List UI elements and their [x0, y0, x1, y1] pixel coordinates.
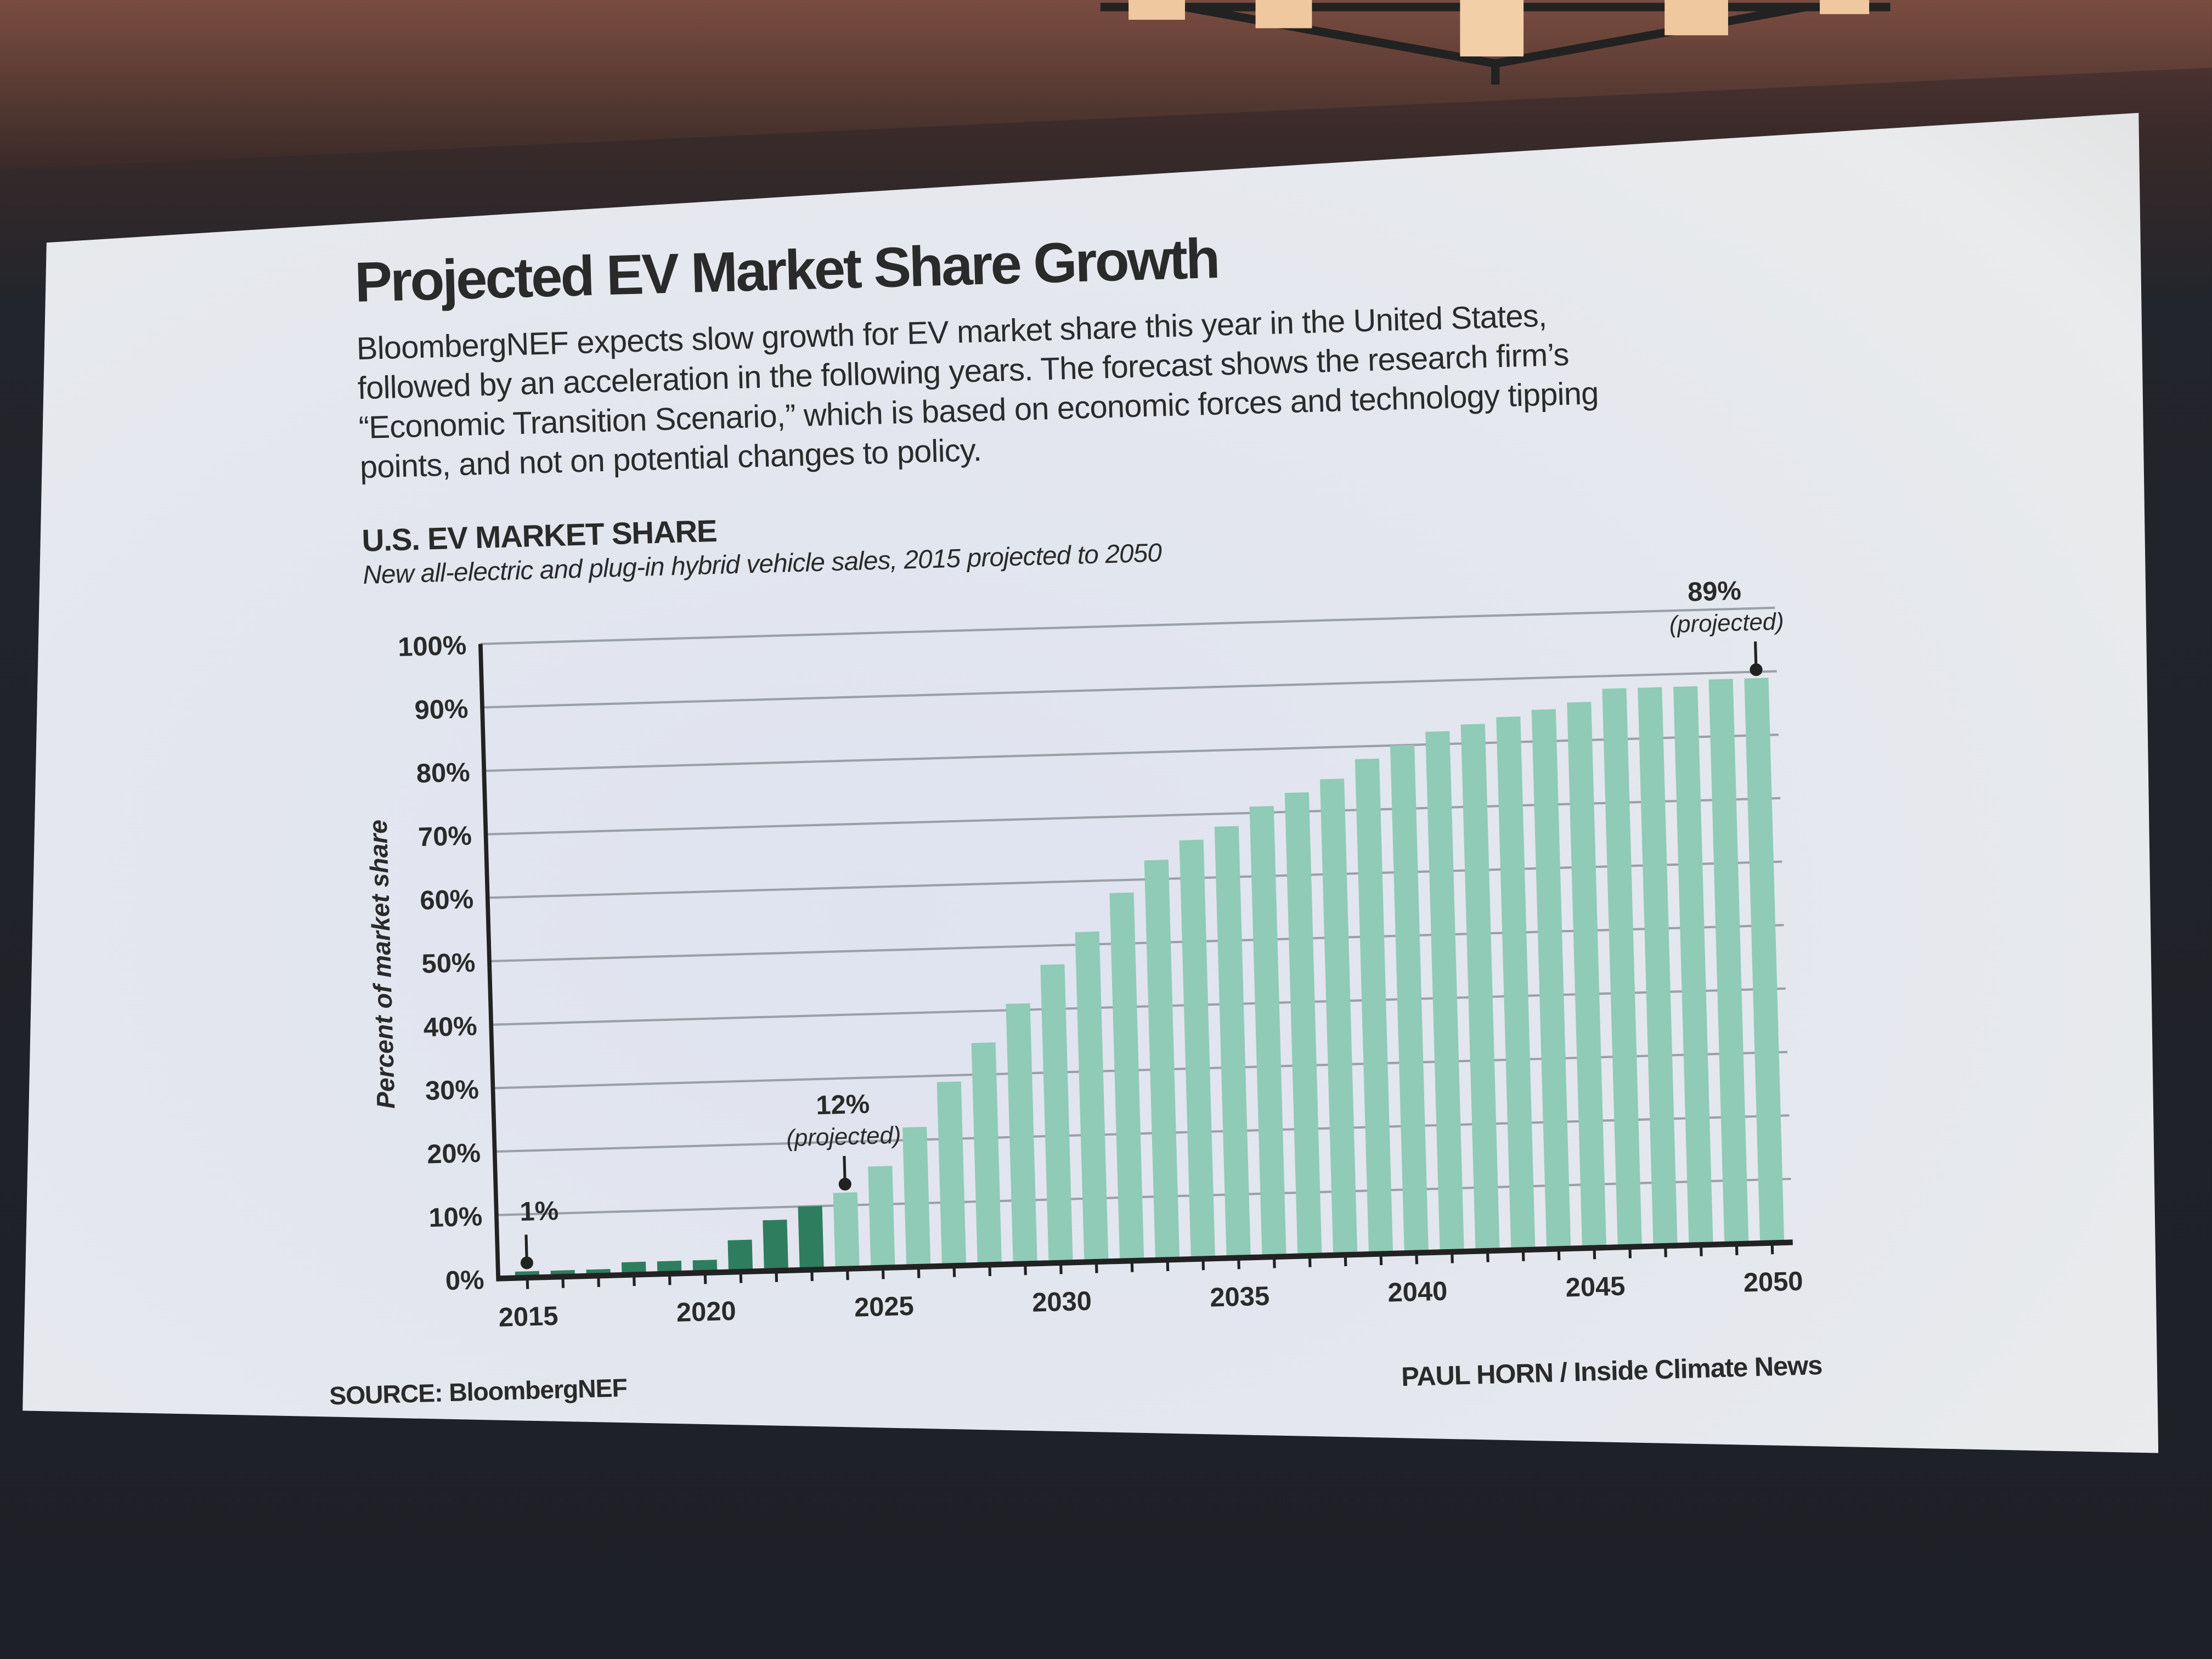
bar-2045: [1567, 702, 1607, 1249]
bar-2048: [1673, 686, 1713, 1245]
bar-2024: [833, 1192, 860, 1269]
bar-2026: [902, 1126, 931, 1267]
x-tick-label: 2050: [1743, 1266, 1803, 1297]
slide: Projected EV Market Share Growth Bloombe…: [296, 168, 1896, 1453]
x-tick-label: 2030: [1032, 1286, 1092, 1318]
bar-2023: [798, 1206, 824, 1271]
gridline: [493, 1051, 1788, 1090]
annotation-dot: [520, 1256, 533, 1269]
gridline: [491, 987, 1786, 1026]
bar-2034: [1179, 839, 1215, 1260]
bar-2043: [1496, 716, 1536, 1250]
gridline: [482, 670, 1777, 709]
y-tick-label: 10%: [428, 1202, 483, 1233]
bar-2038: [1319, 778, 1358, 1255]
y-tick-label: 40%: [423, 1012, 477, 1043]
bar-2040: [1390, 744, 1429, 1254]
x-axis: [498, 1239, 1793, 1282]
annotation-label: 1%: [520, 1196, 559, 1227]
bar-2036: [1249, 806, 1286, 1257]
bar-2018: [621, 1261, 646, 1276]
credit-note: PAUL HORN / Inside Climate News: [1401, 1351, 1823, 1393]
bar-2025: [868, 1166, 895, 1268]
y-tick-label: 30%: [425, 1075, 479, 1106]
annotation-label: 89%: [1687, 576, 1741, 607]
x-tick-label: 2015: [498, 1301, 558, 1333]
bar-2047: [1638, 687, 1678, 1246]
bar-2037: [1284, 792, 1322, 1256]
y-tick-label: 20%: [427, 1138, 481, 1170]
y-axis: [478, 644, 501, 1282]
y-tick-label: 60%: [420, 884, 474, 916]
bar-2039: [1355, 758, 1393, 1255]
x-tick-label: 2035: [1210, 1282, 1270, 1313]
y-axis-label: Percent of market share: [364, 819, 400, 1109]
chandelier: [1100, 0, 1891, 85]
bar-2030: [1040, 964, 1073, 1263]
bar-2032: [1109, 892, 1144, 1261]
bar-2021: [727, 1239, 753, 1272]
bar-2050: [1744, 678, 1785, 1244]
bar-2035: [1214, 826, 1251, 1259]
bar-chart: 0% 10% 20% 30% 40% 50% 60% 70% 80% 90% 100% Percent…: [364, 576, 1804, 1333]
bar-2033: [1144, 860, 1180, 1260]
x-tick-label: 2040: [1387, 1277, 1448, 1308]
bar-2020: [692, 1260, 718, 1273]
annotation-sublabel: (projected): [786, 1122, 901, 1152]
y-tick-label: 90%: [414, 694, 469, 725]
y-tick-label: 100%: [398, 631, 467, 662]
annotation-sublabel: (projected): [1669, 608, 1784, 638]
slide-title: Projected EV Market Share Growth: [353, 228, 1219, 315]
bar-2044: [1531, 709, 1571, 1250]
annotation-dot: [838, 1177, 851, 1191]
bar-2022: [763, 1220, 788, 1271]
annotation-dot: [1750, 663, 1763, 676]
x-tick-label: 2045: [1565, 1272, 1626, 1303]
gridline: [486, 797, 1781, 836]
slide-description: BloombergNEF expects slow growth for EV …: [356, 298, 1599, 486]
gridline: [484, 733, 1779, 772]
bar-2029: [1006, 1003, 1037, 1265]
y-tick-label: 50%: [421, 948, 476, 979]
bar-2027: [936, 1081, 967, 1266]
gridline: [494, 1114, 1790, 1153]
bar-2041: [1425, 731, 1464, 1252]
y-tick-label: 70%: [417, 821, 472, 853]
gridline: [496, 1177, 1791, 1216]
gridline: [487, 860, 1782, 899]
bar-2028: [971, 1042, 1002, 1266]
x-tick-label: 2025: [854, 1291, 914, 1323]
bar-2049: [1708, 679, 1749, 1245]
x-tick-label: 2020: [676, 1296, 736, 1328]
annotation-label: 12%: [816, 1090, 870, 1121]
bar-2046: [1602, 688, 1642, 1248]
y-tick-label: 0%: [445, 1265, 484, 1296]
y-tick-label: 80%: [416, 758, 470, 789]
bar-2019: [657, 1260, 682, 1274]
bar-2031: [1075, 931, 1109, 1262]
gridline: [480, 606, 1775, 645]
gridline: [489, 924, 1784, 963]
bar-2042: [1460, 724, 1500, 1251]
